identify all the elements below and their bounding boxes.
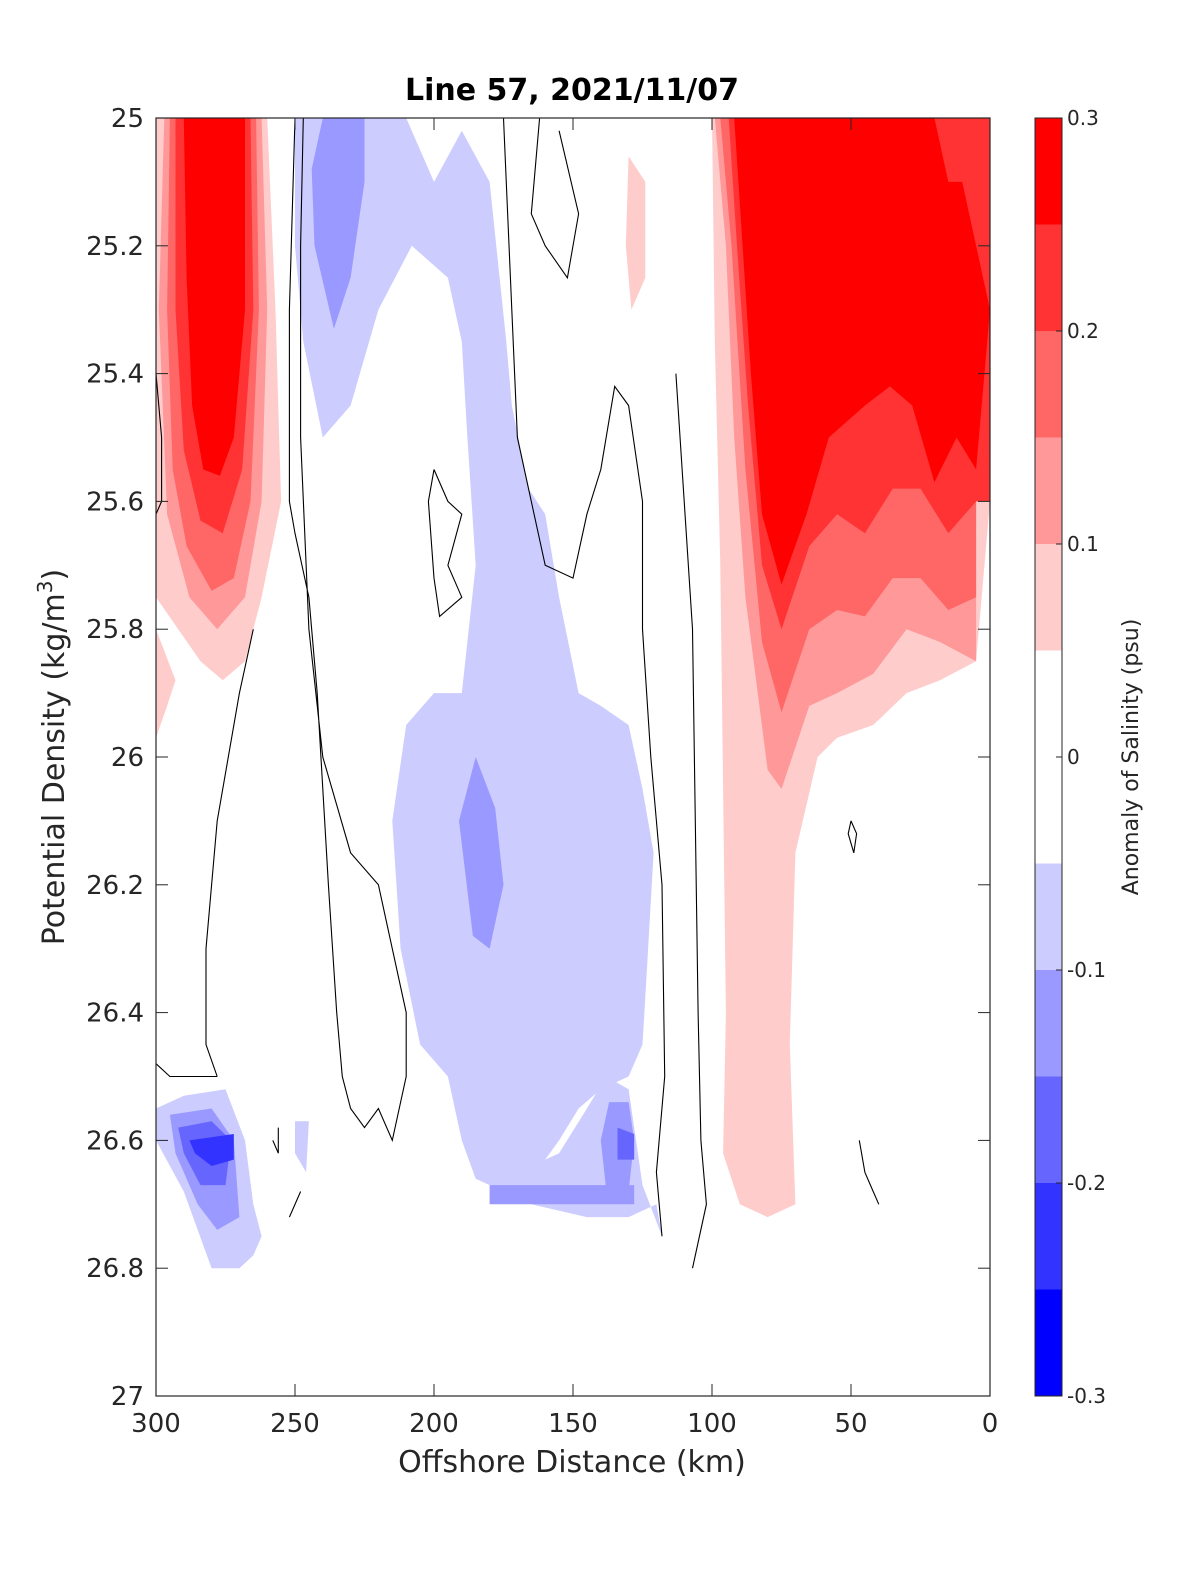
contour-lines [155, 117, 880, 1269]
y-tick-label: 25.4 [86, 360, 144, 390]
contour-fill-13 [311, 118, 365, 329]
y-axis-label-superscript: 3 [33, 580, 57, 593]
y-axis-label: Potential Density (kg/m3) [33, 569, 72, 945]
contour-line-8 [272, 1127, 279, 1154]
colorbar-tick-label: -0.3 [1067, 1384, 1106, 1408]
chart-title: Line 57, 2021/11/07 [405, 73, 739, 108]
x-tick-label: 50 [834, 1409, 867, 1439]
colorbar-ticks: -0.3 -0.2 -0.1 0 0.1 0.2 0.3 [1056, 106, 1106, 1408]
x-axis-label: Offshore Distance (km) [398, 1445, 746, 1480]
colorbar-tick-label: 0 [1067, 745, 1080, 769]
contour-fill-10 [734, 118, 990, 585]
contour-fill-19 [295, 1121, 309, 1173]
y-tick-label: 25.6 [86, 487, 144, 517]
colorbar-tick-label: -0.2 [1067, 1171, 1106, 1195]
contour-line-0 [155, 373, 163, 515]
y-axis: 25 25.2 25.4 25.6 25.8 26 26.2 26.4 26.6 26.8 27 [86, 104, 990, 1412]
colorbar-swatch [1035, 1076, 1062, 1183]
y-tick-label: 26 [111, 743, 144, 773]
contour-line-7 [675, 373, 707, 1269]
colorbar-swatch [1035, 1183, 1062, 1290]
contour-line-1 [288, 117, 407, 1143]
y-tick-label: 26.2 [86, 871, 144, 901]
x-axis: 300 250 200 150 100 50 0 [131, 118, 998, 1439]
colorbar: -0.3 -0.2 -0.1 0 0.1 0.2 0.3 Anomaly of Salini… [1034, 106, 1144, 1408]
y-axis-label-text: Potential Density (kg/m [37, 593, 72, 945]
contour-fills [156, 118, 990, 1269]
contour-fill-11 [625, 156, 646, 310]
contour-line-9 [288, 1191, 302, 1218]
colorbar-label: Anomaly of Salinity (psu) [1119, 619, 1144, 896]
colorbar-swatch [1035, 544, 1062, 651]
colorbar-swatches [1035, 118, 1062, 1396]
x-tick-label: 300 [131, 1409, 181, 1439]
contour-line-5 [502, 117, 666, 1237]
x-tick-label: 100 [687, 1409, 737, 1439]
colorbar-swatch [1035, 224, 1062, 331]
y-tick-label: 25 [111, 104, 144, 134]
colorbar-tick-label: 0.1 [1067, 532, 1099, 556]
colorbar-tick-label: 0.2 [1067, 319, 1099, 343]
colorbar-swatch [1035, 118, 1062, 225]
y-axis-label-close: ) [37, 569, 72, 581]
contour-line-4 [427, 469, 463, 618]
y-tick-label: 25.2 [86, 232, 144, 262]
contour-fill-4 [183, 118, 245, 476]
colorbar-swatch [1035, 437, 1062, 544]
contour-fill-21 [489, 1185, 635, 1205]
contour-fill-5 [156, 629, 176, 738]
y-tick-label: 26.4 [86, 999, 144, 1029]
contour-fill-18 [189, 1134, 234, 1166]
contour-line-6 [530, 117, 580, 280]
x-tick-label: 150 [548, 1409, 598, 1439]
colorbar-swatch [1035, 331, 1062, 438]
y-tick-label: 27 [111, 1382, 144, 1412]
contour-fill-23 [617, 1127, 635, 1160]
contour-line-11 [847, 820, 858, 853]
y-tick-label: 25.8 [86, 615, 144, 645]
colorbar-tick-label: -0.1 [1067, 958, 1106, 982]
plot-area [155, 117, 991, 1397]
contour-line-3 [155, 1063, 218, 1078]
x-tick-label: 200 [409, 1409, 459, 1439]
contour-line-2 [205, 629, 254, 1077]
x-tick-label: 0 [982, 1409, 999, 1439]
contour-line-10 [858, 1140, 880, 1205]
x-tick-label: 250 [270, 1409, 320, 1439]
contour-fill-12 [295, 118, 654, 1192]
colorbar-tick-label: 0.3 [1067, 106, 1099, 130]
y-tick-label: 26.6 [86, 1126, 144, 1156]
colorbar-swatch [1035, 970, 1062, 1077]
y-tick-label: 26.8 [86, 1254, 144, 1284]
colorbar-swatch [1035, 1289, 1062, 1396]
contour-fill-14 [459, 757, 504, 949]
colorbar-swatch [1035, 863, 1062, 970]
